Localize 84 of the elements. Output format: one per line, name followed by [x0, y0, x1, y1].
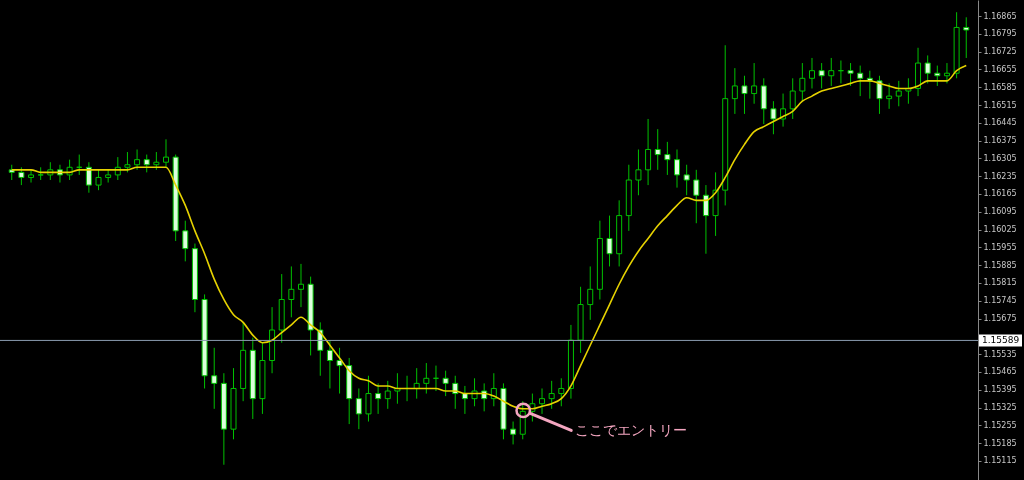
candlestick: [326, 339, 333, 389]
candlestick: [760, 77, 767, 125]
candlestick: [702, 184, 709, 255]
candlestick: [886, 82, 893, 110]
y-tick-label: 1.15675: [983, 314, 1017, 324]
candlestick: [847, 62, 854, 87]
candlestick: [365, 375, 372, 423]
candlestick: [211, 347, 218, 410]
candlestick: [336, 347, 343, 395]
candlestick: [28, 169, 35, 184]
candlestick: [297, 263, 304, 308]
candlestick: [471, 377, 478, 407]
candlestick: [963, 16, 970, 59]
candlestick: [808, 57, 815, 89]
candlestick: [124, 151, 131, 173]
candlestick: [635, 148, 642, 196]
candlestick: [587, 265, 594, 321]
candlestick: [770, 100, 777, 135]
candlestick: [394, 372, 401, 405]
candlestick: [548, 380, 555, 410]
candlestick: [683, 164, 690, 196]
candlestick: [789, 77, 796, 120]
candlestick: [895, 80, 902, 107]
candlestick: [934, 65, 941, 87]
candlestick: [163, 138, 170, 168]
candlestick: [674, 148, 681, 189]
y-tick-label: 1.16305: [983, 153, 1017, 163]
ref-line-label: 1.15589: [982, 335, 1020, 346]
y-tick-label: 1.16235: [983, 171, 1017, 181]
candlestick: [355, 387, 362, 430]
y-tick-label: 1.15885: [983, 260, 1017, 270]
candlestick: [799, 62, 806, 102]
candlestick: [95, 169, 102, 191]
y-tick-label: 1.16515: [983, 100, 1017, 110]
candlestick: [558, 377, 565, 407]
y-tick-label: 1.15465: [983, 367, 1017, 377]
candlestick: [510, 421, 517, 445]
annotation: ここでエントリー: [575, 422, 688, 439]
y-tick-label: 1.16725: [983, 47, 1017, 57]
y-tick-label: 1.15745: [983, 296, 1017, 306]
candlestick: [182, 220, 189, 262]
y-tick-label: 1.16585: [983, 82, 1017, 92]
y-tick-label: 1.15955: [983, 242, 1017, 252]
y-tick-label: 1.15115: [983, 456, 1017, 466]
candlestick: [134, 148, 141, 171]
y-tick-label: 1.16655: [983, 64, 1017, 74]
y-tick-label: 1.15185: [983, 438, 1017, 448]
candlestick: [384, 380, 391, 410]
candlestick: [375, 382, 382, 415]
candlestick: [654, 128, 661, 171]
candlestick: [857, 65, 864, 97]
y-tick-label: 1.16095: [983, 207, 1017, 217]
candlestick: [664, 141, 671, 176]
candlestick: [828, 57, 835, 87]
y-tick-label: 1.16445: [983, 118, 1017, 128]
y-tick-label: 1.16865: [983, 11, 1017, 21]
candlestick: [943, 62, 950, 84]
y-tick-label: 1.16375: [983, 136, 1017, 146]
candlestick: [741, 75, 748, 115]
candlestick: [693, 169, 700, 224]
y-tick-label: 1.16025: [983, 225, 1017, 235]
candlestick: [924, 54, 931, 84]
y-tick-label: 1.15395: [983, 385, 1017, 395]
candlestick: [288, 265, 295, 318]
candlestick: [731, 67, 738, 115]
y-tick-label: 1.15325: [983, 403, 1017, 413]
candlestick: [539, 387, 546, 415]
candlestick: [751, 62, 758, 105]
candlestick: [519, 400, 526, 440]
candlestick: [645, 118, 652, 186]
candlestick: [85, 161, 92, 194]
candlestick: [606, 215, 613, 267]
candlestick: [317, 321, 324, 377]
y-tick-label: 1.16795: [983, 29, 1017, 39]
candlestick: [442, 370, 449, 397]
y-tick-label: 1.16165: [983, 189, 1017, 199]
candlestick: [56, 164, 63, 184]
candlestick: [876, 75, 883, 115]
y-tick-label: 1.15535: [983, 349, 1017, 359]
candlestick: [818, 62, 825, 89]
y-tick-label: 1.15815: [983, 278, 1017, 288]
candlestick: [481, 382, 488, 412]
candlestick: [423, 362, 430, 395]
y-tick-label: 1.15255: [983, 420, 1017, 430]
